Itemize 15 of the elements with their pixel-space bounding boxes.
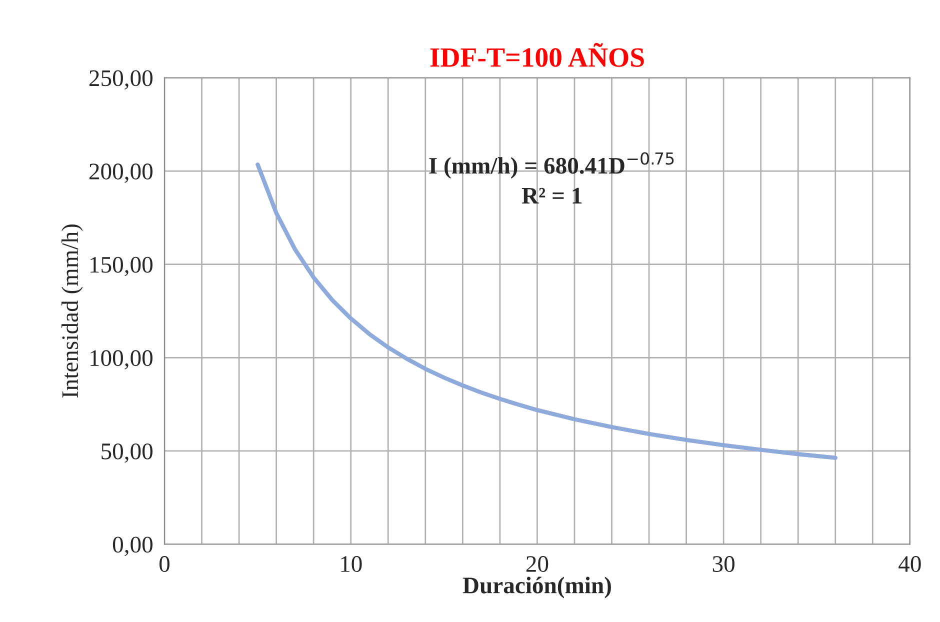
y-axis-title: Intensidad (mm/h) [61, 224, 83, 398]
x-axis-title: Duración(min) [462, 576, 611, 598]
chart-title: IDF-T=100 AÑOS [430, 42, 644, 67]
text: I (mm/h) = 680.41D$^{−0.75}$ R² = 1 [429, 152, 674, 204]
y-tick-label: 0,00 [112, 536, 152, 556]
y-tick-label: 250,00 [89, 70, 152, 90]
x-tick-label: 40 [898, 556, 921, 572]
y-tick-label: 200,00 [89, 164, 152, 183]
y-tick-label: 50,00 [102, 443, 152, 463]
x-tick-label: 0 [159, 556, 170, 572]
x-tick-label: 10 [341, 556, 362, 572]
y-tick-label: 150,00 [90, 256, 152, 276]
x-tick-label: 20 [526, 556, 548, 572]
x-tick-label: 30 [712, 556, 734, 572]
y-tick-label: 100,00 [90, 350, 152, 370]
